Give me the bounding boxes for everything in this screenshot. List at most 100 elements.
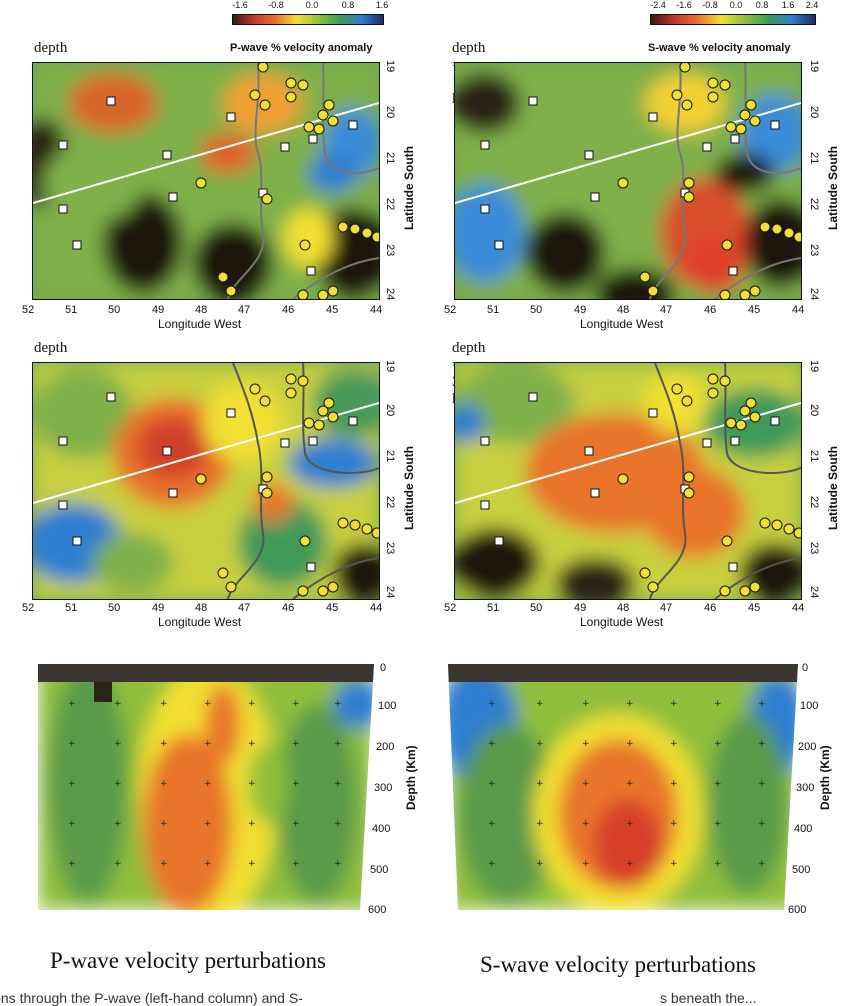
lat-tick: 21 [808,152,820,165]
svg-text:+: + [334,819,342,829]
svg-text:+: + [758,699,766,709]
svg-text:+: + [582,739,590,749]
svg-text:+: + [204,739,212,749]
depth-tick: 500 [370,864,389,876]
svg-text:+: + [536,699,544,709]
svg-text:+: + [68,699,76,709]
lon-tick: 47 [660,602,673,614]
svg-text:+: + [248,739,256,749]
lat-tick: 23 [808,244,820,257]
lat-tick: 24 [384,288,396,301]
lon-tick: 49 [574,602,587,614]
lat-tick: 23 [808,542,820,555]
svg-text:+: + [582,859,590,869]
p-colorbar-title: P-wave % velocity anomaly [230,42,373,54]
depth-axis-title: Depth (Km) [818,745,832,810]
lon-tick: 46 [704,304,717,316]
svg-text:+: + [758,819,766,829]
svg-text:+: + [670,739,678,749]
lon-tick: 45 [748,602,761,614]
svg-text:+: + [670,859,678,869]
svg-text:+: + [670,779,678,789]
svg-text:+: + [758,739,766,749]
s-colorbar-tick: -1.6 [676,0,692,10]
svg-text:+: + [114,739,122,749]
lon-tick: 50 [530,304,543,316]
s-colorbar-tick: -0.8 [702,0,718,10]
lon-tick: 50 [108,602,121,614]
lat-tick: 21 [384,450,396,463]
lat-tick: 21 [384,152,396,165]
depth-tick: 100 [378,700,397,712]
lon-tick: 47 [238,304,251,316]
svg-text:+: + [334,739,342,749]
lon-tick: 46 [282,304,295,316]
lat-tick: 20 [384,106,396,119]
svg-text:+: + [292,819,300,829]
svg-text:+: + [204,819,212,829]
lon-tick: 45 [748,304,761,316]
lat-tick: 24 [808,586,820,599]
lat-tick: 24 [384,586,396,599]
s-wave-300km-map [454,362,802,600]
lat-axis-title: Latitude South [402,446,416,530]
lon-tick: 49 [152,602,165,614]
svg-text:+: + [160,779,168,789]
lat-axis-title: Latitude South [402,146,416,230]
depth-tick: 400 [794,823,813,835]
svg-text:+: + [160,739,168,749]
lon-axis-title: Longitude West [158,317,242,331]
svg-text:+: + [536,819,544,829]
lon-tick: 44 [792,602,805,614]
lon-tick: 51 [65,304,78,316]
svg-text:+: + [758,859,766,869]
svg-text:+: + [334,699,342,709]
svg-text:+: + [626,779,634,789]
svg-text:+: + [488,779,496,789]
lat-tick: 24 [808,288,820,301]
p-colorbar-tick: 0.0 [305,0,319,10]
lat-tick: 19 [384,360,396,373]
lat-tick: 19 [384,60,396,73]
lon-tick: 50 [530,602,543,614]
lat-tick: 20 [808,404,820,417]
lon-tick: 48 [617,602,630,614]
svg-text:+: + [714,859,722,869]
s-colorbar-tick: 2.4 [805,0,819,10]
lon-tick: 52 [444,304,457,316]
lat-tick: 22 [808,198,820,211]
svg-text:+: + [488,859,496,869]
svg-text:+: + [582,819,590,829]
lon-tick: 52 [444,602,457,614]
s-colorbar-title: S-wave % velocity anomaly [648,42,791,54]
lon-tick: 45 [326,602,339,614]
svg-text:+: + [68,779,76,789]
lon-tick: 48 [195,304,208,316]
lon-tick: 51 [487,602,500,614]
depth-tick: 0 [380,662,387,674]
svg-text:+: + [204,699,212,709]
lat-tick: 23 [384,244,396,257]
footer-text: ions through the P-wave (left-hand colum… [0,990,303,1006]
svg-text:+: + [488,699,496,709]
svg-text:+: + [68,819,76,829]
svg-text:+: + [582,779,590,789]
svg-text:+: + [536,859,544,869]
depth-tick: 300 [796,782,815,794]
svg-text:+: + [248,819,256,829]
footer-text-right: s beneath the... [660,990,757,1006]
svg-text:+: + [68,859,76,869]
lon-tick: 48 [617,304,630,316]
svg-text:+: + [626,859,634,869]
svg-text:+: + [248,859,256,869]
lat-tick: 19 [808,360,820,373]
svg-text:+: + [160,859,168,869]
lat-tick: 23 [384,542,396,555]
svg-text:+: + [204,859,212,869]
lon-tick: 45 [326,304,339,316]
lon-tick: 51 [487,304,500,316]
s-colorbar-tick: -2.4 [650,0,666,10]
depth-tick: 600 [788,904,807,916]
svg-text:+: + [488,819,496,829]
lat-tick: 21 [808,450,820,463]
